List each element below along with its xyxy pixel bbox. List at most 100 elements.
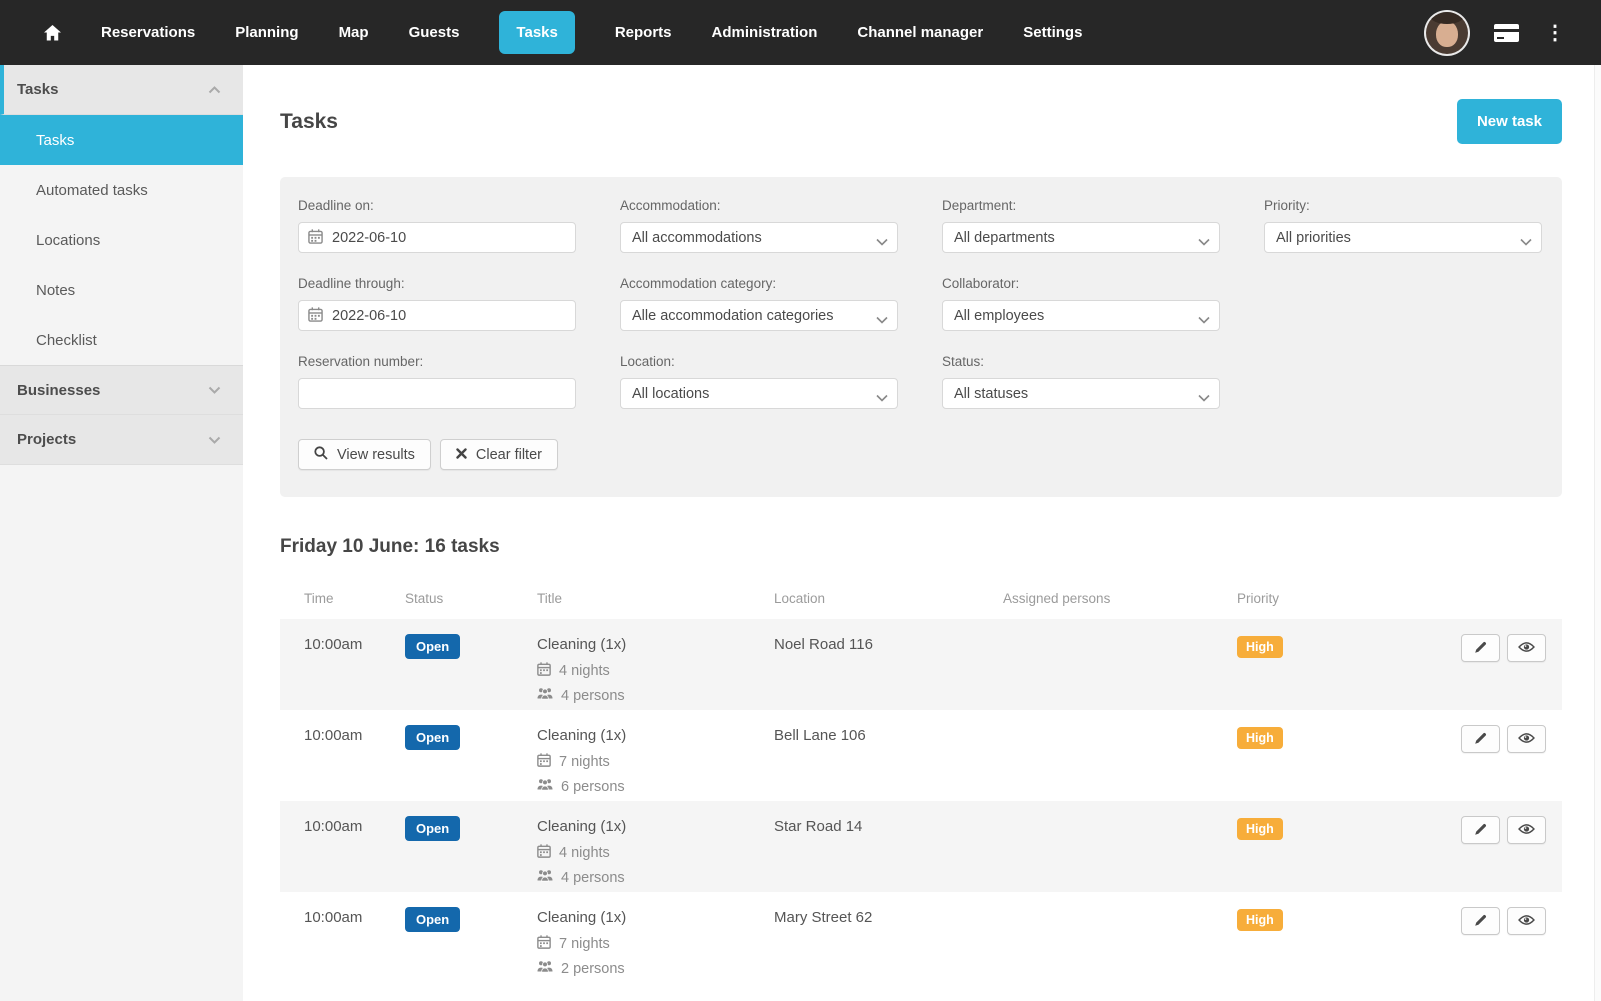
sidebar-item-checklist[interactable]: Checklist: [0, 315, 243, 365]
department-select[interactable]: All departments: [942, 222, 1220, 253]
task-time: 10:00am: [304, 636, 363, 653]
nav-item-guests[interactable]: Guests: [408, 24, 460, 41]
accommodation-category-label: Accommodation category:: [620, 276, 777, 291]
chevron-down-icon: [208, 436, 221, 444]
filter-priority: Priority: All priorities: [1264, 198, 1542, 253]
deadline-through-label: Deadline through:: [298, 276, 405, 291]
filter-department: Department: All departments: [942, 198, 1220, 253]
sidebar-item-locations[interactable]: Locations: [0, 215, 243, 265]
calendar-icon: [537, 935, 551, 953]
sidebar-item-label: Tasks: [36, 131, 75, 149]
users-icon: [537, 778, 553, 795]
nav-item-map[interactable]: Map: [338, 24, 369, 41]
sidebar-section-label: Tasks: [17, 81, 59, 98]
nav-item-channel-manager[interactable]: Channel manager: [857, 24, 984, 41]
billing-card-icon[interactable]: [1494, 23, 1519, 42]
table-header: Time Status Title Location Assigned pers…: [280, 591, 1562, 619]
table-row: 10:00am Open Cleaning (1x) 4 nights 4 pe…: [280, 801, 1562, 892]
task-persons: 2 persons: [561, 960, 625, 977]
scrollbar-track[interactable]: [1594, 65, 1601, 1001]
deadline-on-input[interactable]: [298, 222, 576, 253]
accommodation-select[interactable]: All accommodations: [620, 222, 898, 253]
location-label: Location:: [620, 354, 675, 369]
sidebar-item-automated-tasks[interactable]: Automated tasks: [0, 165, 243, 215]
deadline-on-label: Deadline on:: [298, 198, 374, 213]
view-task-button[interactable]: [1507, 816, 1546, 844]
eye-icon: [1518, 641, 1535, 656]
users-icon: [537, 960, 553, 977]
pencil-icon: [1474, 731, 1488, 748]
collaborator-select[interactable]: All employees: [942, 300, 1220, 331]
filter-panel: Deadline on: Deadline through:: [280, 177, 1562, 497]
chevron-up-icon: [208, 85, 221, 94]
filter-collaborator: Collaborator: All employees: [942, 276, 1220, 331]
status-select[interactable]: All statuses: [942, 378, 1220, 409]
view-results-button[interactable]: View results: [298, 439, 431, 470]
status-badge: Open: [405, 816, 461, 841]
calendar-icon: [537, 844, 551, 862]
status-label: Status:: [942, 354, 985, 369]
location-select[interactable]: All locations: [620, 378, 898, 409]
top-navbar: Reservations Planning Map Guests Tasks R…: [0, 0, 1601, 65]
clear-filter-button[interactable]: Clear filter: [439, 439, 558, 470]
view-task-button[interactable]: [1507, 725, 1546, 753]
page-title: Tasks: [280, 109, 338, 133]
sidebar-item-notes[interactable]: Notes: [0, 265, 243, 315]
edit-task-button[interactable]: [1461, 634, 1500, 662]
home-icon[interactable]: [44, 24, 61, 41]
col-time: Time: [304, 591, 334, 606]
sidebar-item-label: Checklist: [36, 331, 97, 349]
sidebar-item-tasks[interactable]: Tasks: [0, 115, 243, 165]
user-avatar[interactable]: [1426, 11, 1468, 54]
new-task-button[interactable]: New task: [1456, 99, 1562, 144]
eye-icon: [1518, 823, 1535, 838]
accommodation-category-select[interactable]: Alle accommodation categories: [620, 300, 898, 331]
main-content: Tasks New task Deadline on: Deadline thr…: [243, 65, 1601, 1001]
nav-item-reservations[interactable]: Reservations: [101, 24, 196, 41]
deadline-through-input[interactable]: [298, 300, 576, 331]
chevron-down-icon: [208, 386, 221, 394]
task-list: 10:00am Open Cleaning (1x) 4 nights 4 pe…: [280, 619, 1562, 983]
kebab-menu-icon[interactable]: ⋮: [1545, 21, 1565, 44]
priority-select[interactable]: All priorities: [1264, 222, 1542, 253]
edit-task-button[interactable]: [1461, 816, 1500, 844]
filter-status: Status: All statuses: [942, 354, 1220, 409]
view-task-button[interactable]: [1507, 634, 1546, 662]
sidebar-section-tasks[interactable]: Tasks: [0, 65, 243, 115]
task-title: Cleaning (1x): [537, 727, 627, 744]
sidebar-item-label: Automated tasks: [36, 181, 148, 199]
edit-task-button[interactable]: [1461, 907, 1500, 935]
nav-item-reports[interactable]: Reports: [614, 24, 672, 41]
task-persons: 6 persons: [561, 778, 625, 795]
nav-item-administration[interactable]: Administration: [711, 24, 818, 41]
sidebar-section-projects[interactable]: Projects: [0, 415, 243, 465]
nav-item-tasks[interactable]: Tasks: [499, 11, 575, 54]
view-results-label: View results: [337, 446, 415, 463]
task-location: Bell Lane 106: [774, 727, 866, 744]
clear-filter-label: Clear filter: [475, 446, 542, 463]
sidebar-section-businesses[interactable]: Businesses: [0, 365, 243, 415]
sidebar-item-label: Notes: [36, 281, 76, 299]
users-icon: [537, 869, 553, 886]
collaborator-label: Collaborator:: [942, 276, 1020, 291]
department-label: Department:: [942, 198, 1017, 213]
view-task-button[interactable]: [1507, 907, 1546, 935]
task-nights: 7 nights: [559, 754, 610, 770]
sidebar-section-label: Businesses: [17, 381, 101, 399]
pencil-icon: [1474, 822, 1488, 839]
nav-item-planning[interactable]: Planning: [235, 24, 299, 41]
task-title: Cleaning (1x): [537, 909, 627, 926]
table-row: 10:00am Open Cleaning (1x) 4 nights 4 pe…: [280, 619, 1562, 710]
pencil-icon: [1474, 640, 1488, 657]
calendar-icon: [537, 753, 551, 771]
reservation-number-input[interactable]: [298, 378, 576, 409]
status-badge: Open: [405, 907, 461, 932]
edit-task-button[interactable]: [1461, 725, 1500, 753]
sidebar-item-label: Locations: [36, 231, 101, 249]
nav-item-settings[interactable]: Settings: [1023, 24, 1083, 41]
task-nights: 7 nights: [559, 936, 610, 952]
priority-label: Priority:: [1264, 198, 1310, 213]
task-location: Star Road 14: [774, 818, 863, 835]
accommodation-label: Accommodation:: [620, 198, 721, 213]
col-location: Location: [774, 591, 826, 606]
